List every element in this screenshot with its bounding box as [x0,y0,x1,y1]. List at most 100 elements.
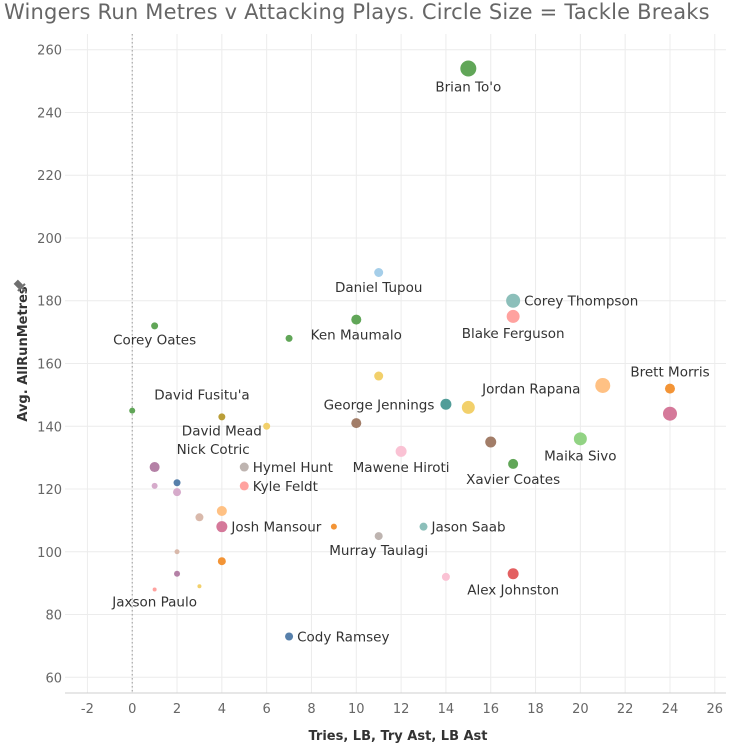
data-point[interactable] [173,488,182,497]
x-tick-label: 12 [393,702,410,717]
y-tick-label: 240 [37,106,62,121]
data-point[interactable] [285,334,293,342]
data-point[interactable] [218,413,226,421]
data-point[interactable] [440,398,452,410]
data-point[interactable] [217,557,226,566]
pin-icon[interactable] [12,278,30,296]
x-tick-label: 18 [527,702,544,717]
data-point[interactable] [151,482,158,489]
point-labels: Brian To'o Daniel Tupou Corey Thompson Blak… [111,80,709,646]
data-point[interactable] [152,587,157,592]
data-point[interactable] [419,522,428,531]
y-tick-label: 100 [37,546,62,561]
x-axis-ticks: -2 0 2 4 6 8 10 12 14 16 18 20 22 24 26 [81,702,723,717]
x-tick-label: -2 [81,702,94,717]
x-tick-label: 24 [662,702,679,717]
data-point[interactable] [239,462,249,472]
x-tick-label: 10 [348,702,365,717]
x-tick-label: 4 [218,702,226,717]
y-tick-label: 260 [37,44,62,59]
point-label: Murray Taulagi [329,543,428,559]
y-axis-title: Avg. AllRunMetres [16,286,31,422]
data-point[interactable] [173,479,181,487]
data-point[interactable] [508,458,519,469]
point-label: Cody Ramsey [297,630,389,646]
data-point[interactable] [374,371,384,381]
x-tick-label: 26 [707,702,724,717]
y-tick-label: 60 [45,671,62,686]
data-point[interactable] [216,521,228,533]
x-tick-label: 16 [482,702,499,717]
point-label: Josh Mansour [230,520,321,536]
y-tick-label: 220 [37,169,62,184]
point-label: Brian To'o [435,80,501,96]
y-tick-label: 120 [37,483,62,498]
data-point[interactable] [662,406,677,421]
point-label: Ken Maumalo [311,328,402,344]
y-tick-label: 80 [45,609,62,624]
data-point[interactable] [460,60,477,77]
data-point[interactable] [595,377,611,393]
data-point[interactable] [151,322,159,330]
data-point[interactable] [374,267,384,277]
data-point[interactable] [374,532,383,541]
data-point[interactable] [485,436,497,448]
data-point[interactable] [285,632,294,641]
data-point[interactable] [216,505,227,516]
point-label: Corey Oates [113,332,196,348]
point-label: Kyle Feldt [253,479,318,495]
point-label: Hymel Hunt [253,460,333,476]
data-points [129,60,677,641]
x-tick-label: 8 [307,702,315,717]
x-tick-label: 6 [263,702,271,717]
y-tick-label: 160 [37,358,62,373]
data-point[interactable] [351,314,362,325]
data-point[interactable] [263,422,271,430]
point-label: Mawene Hiroti [353,460,450,476]
x-tick-label: 0 [128,702,136,717]
data-point[interactable] [129,407,136,414]
point-label: Alex Johnston [467,582,559,598]
point-label: Jordan Rapana [481,381,580,397]
data-point[interactable] [351,418,362,429]
data-point[interactable] [174,549,180,555]
data-point[interactable] [664,383,675,394]
data-point[interactable] [507,568,519,580]
x-tick-label: 14 [438,702,455,717]
grid-layer [65,34,726,694]
point-label: David Fusitu'a [154,388,249,404]
data-point[interactable] [573,432,587,446]
data-point[interactable] [506,293,521,308]
chart-title: Wingers Run Metres v Attacking Plays. Ci… [4,0,710,24]
data-point[interactable] [174,570,181,577]
x-tick-label: 22 [617,702,634,717]
y-axis-ticks: 60 80 100 120 140 160 180 200 220 240 260 [37,44,62,687]
data-point[interactable] [395,445,407,457]
data-point[interactable] [330,523,337,530]
point-label: Jason Saab [431,520,506,536]
point-label: Nick Cotric [177,442,250,458]
point-label: Brett Morris [630,365,709,381]
point-label: Corey Thompson [524,294,638,310]
x-axis-title: Tries, LB, Try Ast, LB Ast [308,729,487,744]
data-point[interactable] [441,572,450,581]
data-point[interactable] [506,309,520,323]
data-point[interactable] [461,400,475,414]
point-label: Jaxson Paulo [111,594,197,610]
point-label: Blake Ferguson [462,326,565,342]
data-point[interactable] [239,481,249,491]
y-tick-label: 180 [37,295,62,310]
point-label: Xavier Coates [466,472,560,488]
x-tick-label: 2 [173,702,181,717]
y-tick-label: 200 [37,232,62,247]
data-point[interactable] [197,584,202,589]
data-point[interactable] [149,462,160,473]
y-tick-label: 140 [37,420,62,435]
point-label: Maika Sivo [544,448,616,464]
point-label: Daniel Tupou [335,280,422,296]
x-tick-label: 20 [572,702,589,717]
point-label: David Mead [182,423,262,439]
point-label: George Jennings [324,397,435,413]
data-point[interactable] [195,513,204,522]
